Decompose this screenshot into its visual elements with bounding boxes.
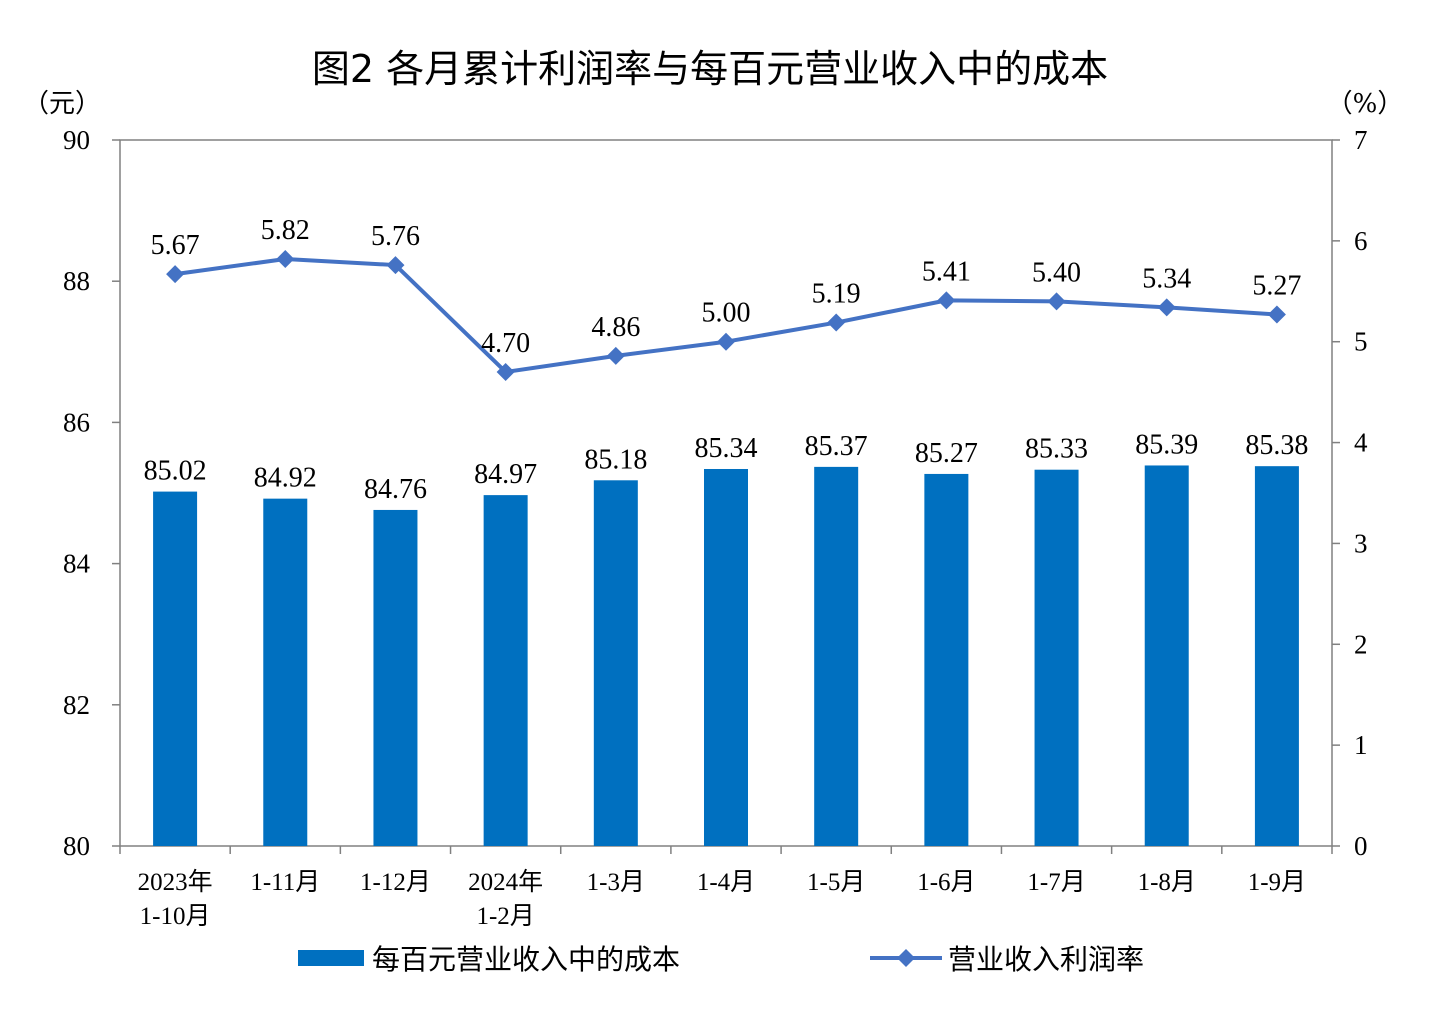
left-axis: 80 82 84 86 88 90: [63, 125, 120, 861]
category-label: 1-12月: [360, 869, 431, 896]
bar-value-label: 84.97: [474, 459, 537, 490]
chart-title: 图2 各月累计利润率与每百元营业收入中的成本: [312, 47, 1108, 91]
category-label: 2024年: [468, 868, 543, 896]
bar-value-label: 85.38: [1245, 430, 1308, 461]
line-point: [166, 265, 185, 284]
line-value-label: 5.27: [1252, 270, 1301, 301]
legend-bar-label: 每百元营业收入中的成本: [372, 943, 680, 976]
line-point: [386, 256, 405, 275]
line-point: [1157, 298, 1176, 317]
right-tick-label: 0: [1354, 831, 1368, 861]
category-label: 1-2月: [476, 903, 534, 930]
left-tick-label: 84: [63, 549, 91, 579]
bar: [1254, 466, 1299, 846]
right-tick-label: 6: [1354, 226, 1368, 256]
right-tick-label: 1: [1354, 730, 1368, 760]
bar-value-label: 85.02: [144, 456, 207, 487]
line-point: [1267, 305, 1286, 324]
category-label: 1-5月: [807, 869, 865, 896]
line-point: [1047, 292, 1066, 311]
line-point: [496, 362, 515, 381]
category-label: 1-10月: [140, 903, 211, 930]
bar: [924, 473, 969, 846]
bar: [483, 495, 528, 846]
bar-value-label: 85.39: [1135, 429, 1198, 460]
category-label: 1-3月: [587, 869, 645, 896]
left-axis-unit: （元）: [23, 89, 101, 119]
legend-line-label: 营业收入利润率: [948, 943, 1144, 976]
right-tick-label: 5: [1354, 327, 1368, 357]
bar: [373, 509, 418, 846]
left-tick-label: 80: [63, 831, 90, 861]
line-value-label: 5.19: [812, 279, 861, 310]
legend-bar-swatch: [298, 950, 364, 966]
bar: [1144, 465, 1189, 846]
category-label: 1-8月: [1138, 869, 1196, 896]
right-axis-unit: （%）: [1327, 89, 1404, 119]
category-label: 1-6月: [917, 869, 975, 896]
right-tick-label: 7: [1354, 125, 1368, 155]
bar-value-label: 84.92: [254, 463, 317, 494]
bar: [814, 466, 859, 846]
bar: [704, 468, 748, 846]
line-value-label: 5.82: [261, 215, 310, 246]
left-tick-label: 88: [63, 266, 90, 296]
bar-series: 85.02 84.92 84.76 84.97 85.18 85.34 85.37 85.27…: [144, 429, 1308, 846]
category-axis: 2023年 1-10月 1-11月 1-12月 2024年 1-2月 1-3月 1-4月 1-5…: [119, 846, 1333, 930]
bar-value-label: 85.27: [915, 438, 978, 469]
bar: [263, 498, 308, 846]
left-tick-label: 82: [63, 690, 90, 720]
bar-value-label: 85.18: [584, 444, 647, 475]
line-value-label: 5.76: [371, 221, 420, 252]
line-value-label: 5.67: [151, 230, 200, 261]
line-point: [827, 313, 846, 332]
category-label: 1-11月: [250, 869, 320, 896]
right-tick-label: 3: [1354, 528, 1368, 558]
line-value-label: 5.00: [702, 298, 751, 329]
right-tick-label: 2: [1354, 629, 1368, 659]
bar: [153, 491, 198, 846]
line-series: 5.67 5.82 5.76 4.70 4.86 5.00 5.19 5.41 5.40 5.34…: [151, 215, 1301, 381]
bar-value-label: 85.33: [1025, 434, 1088, 465]
bar-value-label: 85.34: [695, 433, 758, 464]
legend-line-marker: [897, 949, 915, 967]
bar: [593, 480, 638, 846]
category-label: 2023年: [138, 868, 213, 896]
category-label: 1-9月: [1248, 869, 1306, 896]
right-tick-label: 4: [1354, 428, 1368, 458]
line-point: [606, 346, 625, 365]
bar-value-label: 85.37: [805, 431, 868, 462]
bar: [1034, 469, 1079, 846]
legend: 每百元营业收入中的成本 营业收入利润率: [298, 943, 1144, 976]
left-tick-label: 90: [63, 125, 90, 155]
line-point: [276, 250, 295, 269]
line-value-label: 5.34: [1142, 263, 1191, 294]
line-value-label: 4.86: [591, 312, 640, 343]
line-value-label: 5.41: [922, 256, 971, 287]
category-label: 1-7月: [1027, 869, 1085, 896]
category-label: 1-4月: [697, 869, 755, 896]
line-value-label: 4.70: [481, 328, 530, 359]
right-axis: 0 1 2 3 4 5 6 7: [1332, 125, 1368, 861]
line-point: [937, 291, 956, 310]
bar-value-label: 84.76: [364, 474, 427, 505]
line-point: [717, 332, 735, 351]
left-tick-label: 86: [63, 407, 90, 437]
line-value-label: 5.40: [1032, 257, 1081, 288]
